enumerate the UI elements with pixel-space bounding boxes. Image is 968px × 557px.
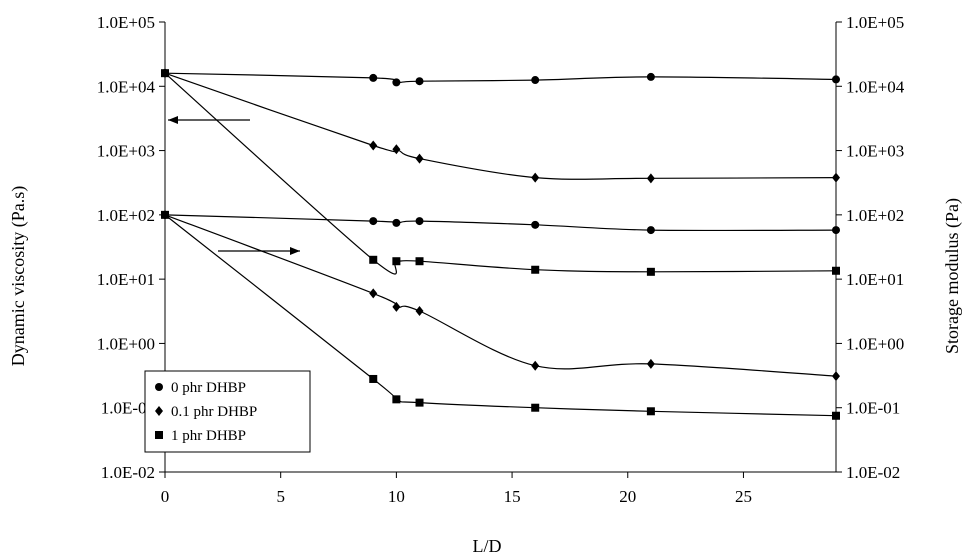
y-tick-label-right: 1.0E+04 [846,77,905,96]
x-tick-label: 10 [388,487,405,506]
legend-marker-diamond [155,406,163,416]
y-tick-label-right: 1.0E+03 [846,142,904,161]
series-line-1 [164,72,837,180]
series-line-4 [164,214,837,377]
arrow-left-annotation [168,116,250,124]
data-point-diamond [832,172,840,183]
y-tick-label-left: 1.0E+01 [97,270,155,289]
x-tick-label: 5 [276,487,285,506]
y-tick-label-right: 1.0E-01 [846,399,900,418]
data-point-circle [369,73,378,82]
arrow-right-annotation [218,247,300,255]
y-tick-label-right: 1.0E+01 [846,270,904,289]
y-tick-label-left: 1.0E+03 [97,142,155,161]
y-tick-label-right: 1.0E+05 [846,13,904,32]
series-line-3 [164,214,837,232]
data-point-diamond [832,371,840,382]
y-tick-label-left: 1.0E+00 [97,334,155,353]
y-tick-label-right: 1.0E-02 [846,463,900,482]
x-tick-label: 25 [735,487,752,506]
data-point-square [646,267,655,276]
y-axis-title-right: Storage modulus (Pa) [942,198,963,354]
data-point-circle [646,226,655,235]
y-tick-label-left: 1.0E+04 [97,77,156,96]
legend-marker-square [155,431,163,439]
data-point-diamond [531,172,540,183]
legend-label: 1 phr DHBP [171,428,246,444]
y-tick-label-left: 1.0E+05 [97,13,155,32]
data-point-circle [392,78,401,87]
data-point-circle [415,77,424,86]
x-tick-label: 20 [619,487,636,506]
data-point-diamond [369,140,378,151]
legend-marker-circle [155,383,163,391]
data-point-diamond [646,358,655,369]
y-tick-label-right: 1.0E+02 [846,206,904,225]
x-tick-label: 0 [161,487,170,506]
x-axis-title: L/D [473,536,502,556]
data-point-circle [415,217,424,226]
data-point-circle [531,220,540,229]
legend-box [144,370,311,453]
data-point-diamond [531,360,540,371]
series-line-0 [164,72,837,84]
legend-label: 0 phr DHBP [171,380,246,396]
data-point-diamond [415,305,424,316]
data-point-circle [392,218,401,227]
data-point-square [531,265,540,274]
data-point-circle [531,76,540,85]
y-tick-label-left: 1.0E-02 [101,463,155,482]
data-point-square [415,257,424,266]
data-point-square [531,403,540,412]
y-tick-label-left: 1.0E-01 [101,399,155,418]
data-point-diamond [392,301,401,312]
data-point-square [392,257,401,266]
y-tick-label-left: 1.0E+02 [97,206,155,225]
data-point-square [161,210,169,219]
data-point-square [369,255,378,264]
data-point-circle [832,226,840,235]
y-axis-title-left: Dynamic viscosity (Pa.s) [8,186,29,366]
y-tick-label-right: 1.0E+00 [846,334,904,353]
data-point-square [415,398,424,407]
data-point-diamond [415,153,424,164]
data-point-diamond [369,288,378,299]
data-point-square [392,395,401,404]
data-point-square [369,374,378,383]
data-point-square [832,411,840,420]
legend-label: 0.1 phr DHBP [171,404,257,420]
x-tick-label: 15 [504,487,521,506]
data-point-circle [832,75,840,84]
data-point-diamond [392,144,401,155]
data-point-square [646,407,655,416]
data-point-circle [646,72,655,81]
data-point-circle [369,217,378,226]
data-point-square [832,266,840,275]
data-point-square [161,69,169,78]
data-point-diamond [646,173,655,184]
